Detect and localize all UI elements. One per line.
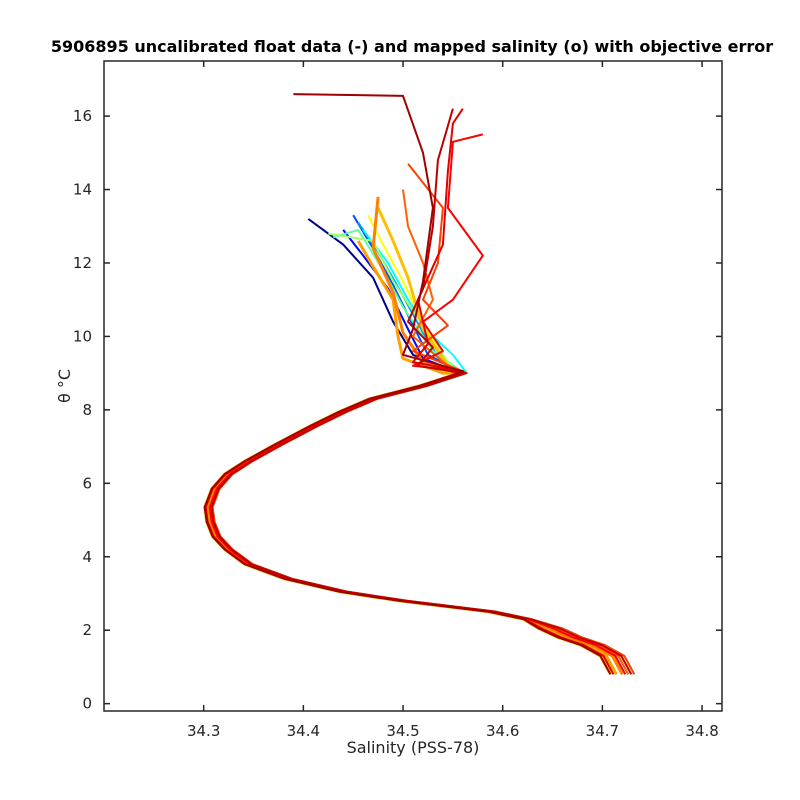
chart-title: 5906895 uncalibrated float data (-) and … bbox=[51, 37, 773, 56]
x-tick-label: 34.7 bbox=[586, 722, 619, 740]
profile-line-17 bbox=[203, 93, 612, 675]
y-tick-label: 8 bbox=[82, 401, 92, 419]
y-tick-label: 14 bbox=[73, 181, 92, 199]
y-tick-label: 12 bbox=[73, 254, 92, 272]
y-tick-label: 4 bbox=[82, 548, 92, 566]
axis-ticks: 34.3 34.4 34.5 34.6 34.7 34.8 0 2 4 6 8 10 12 14 16 bbox=[73, 61, 722, 740]
x-tick-label: 34.8 bbox=[685, 722, 718, 740]
y-tick-label: 0 bbox=[82, 695, 92, 713]
x-tick-label: 34.6 bbox=[486, 722, 519, 740]
x-tick-label: 34.3 bbox=[187, 722, 220, 740]
x-tick-label: 34.4 bbox=[287, 722, 320, 740]
series-lines bbox=[203, 93, 636, 676]
y-tick-label: 16 bbox=[73, 107, 92, 125]
y-tick-label: 6 bbox=[82, 474, 92, 492]
profile-line-16 bbox=[210, 108, 633, 675]
x-tick-label: 34.5 bbox=[386, 722, 419, 740]
plot-frame bbox=[103, 60, 723, 712]
y-tick-label: 10 bbox=[73, 327, 92, 345]
x-axis-label: Salinity (PSS-78) bbox=[347, 738, 480, 757]
y-axis-label: θ °C bbox=[55, 369, 74, 403]
y-tick-label: 2 bbox=[82, 621, 92, 639]
